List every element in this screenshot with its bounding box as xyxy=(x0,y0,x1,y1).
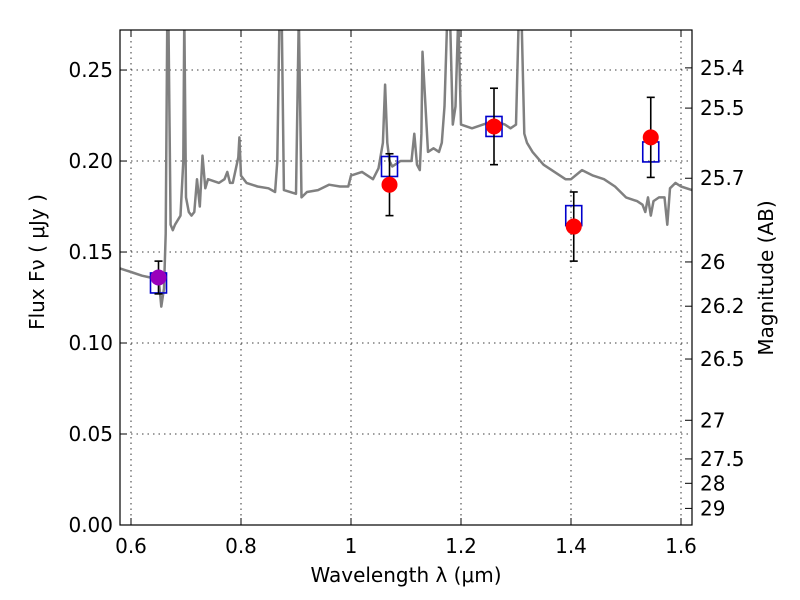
magnitude-tick-label: 26.2 xyxy=(700,294,745,318)
x-tick-label: 1.6 xyxy=(665,534,697,558)
x-axis-title: Wavelength λ (μm) xyxy=(310,563,501,587)
y-tick-label: 0.05 xyxy=(68,422,113,446)
observed-flux-marker xyxy=(381,176,398,193)
magnitude-tick-label: 27.5 xyxy=(700,447,745,471)
magnitude-tick-label: 25.4 xyxy=(700,56,745,80)
observed-flux-marker xyxy=(565,218,582,235)
x-axis-ticks: 0.6 0.8 1 1.2 1.4 1.6 xyxy=(115,30,697,558)
y-tick-label: 0.15 xyxy=(68,240,113,264)
y-axis-ticks: 0.00 0.05 0.10 0.15 0.20 0.25 xyxy=(68,58,127,537)
observed-flux-marker xyxy=(486,118,502,135)
magnitude-tick-label: 26.5 xyxy=(700,347,745,371)
grid-lines xyxy=(120,30,692,526)
magnitude-tick-label: 25.5 xyxy=(700,96,745,120)
x-tick-label: 1.2 xyxy=(445,534,477,558)
observed-flux-marker xyxy=(642,129,659,146)
y-tick-label: 0.25 xyxy=(68,58,113,82)
observed-photometry-layer xyxy=(150,87,659,295)
magnitude-tick-label: 25.7 xyxy=(700,166,745,190)
x-tick-label: 1 xyxy=(345,534,358,558)
plot-frame xyxy=(119,29,693,526)
magnitude-axis-title: Magnitude (AB) xyxy=(754,200,778,355)
y-tick-label: 0.10 xyxy=(68,331,113,355)
magnitude-tick-label: 27 xyxy=(700,408,725,432)
magnitude-tick-label: 26 xyxy=(700,250,725,274)
template-spectrum-line xyxy=(120,30,692,308)
observed-flux-marker xyxy=(150,269,167,286)
magnitude-tick-label: 29 xyxy=(700,496,725,520)
y-tick-label: 0.20 xyxy=(68,149,113,173)
template-spectrum-layer xyxy=(120,30,692,308)
y-axis-title: Flux Fν ( μJy ) xyxy=(25,194,49,330)
x-tick-label: 1.4 xyxy=(555,534,587,558)
magnitude-tick-label: 28 xyxy=(700,471,725,495)
y-tick-label: 0.00 xyxy=(68,513,113,537)
x-tick-label: 0.6 xyxy=(115,534,147,558)
model-photometry-layer xyxy=(149,115,660,294)
x-tick-label: 0.8 xyxy=(225,534,257,558)
